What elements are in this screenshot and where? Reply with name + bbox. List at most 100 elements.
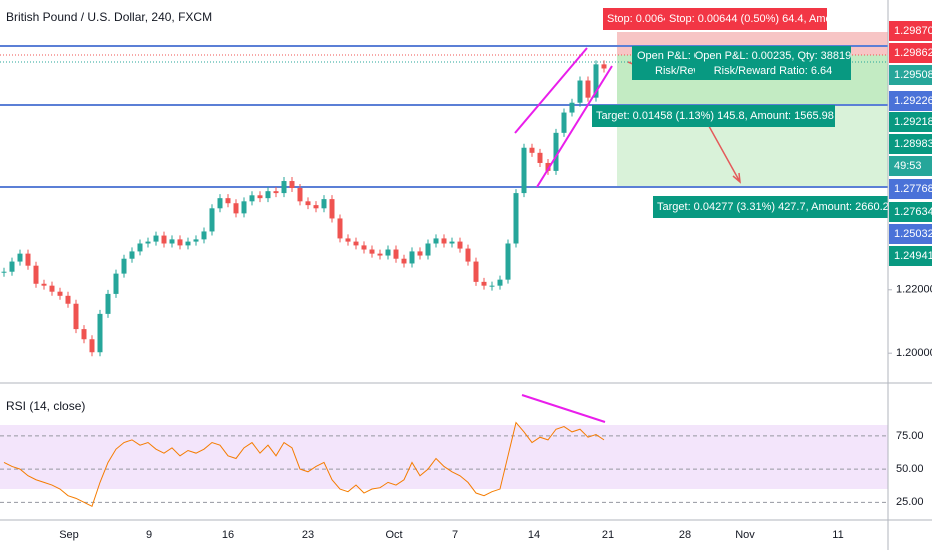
candle-body [337, 218, 343, 239]
price-badge-label: 1.29218 [894, 116, 932, 128]
rsi-band [0, 425, 888, 489]
candle-body [305, 201, 311, 206]
candle-body [89, 339, 95, 353]
target-label: Target: 0.01458 (1.13%) 145.8, Amount: 1… [596, 110, 834, 122]
price-badge [889, 21, 932, 41]
candle-body [353, 241, 359, 246]
candle-body [513, 193, 519, 244]
y2-tick-label: 50.00 [896, 463, 924, 475]
price-badge-label: 1.29226 [894, 95, 932, 107]
candle-body [465, 248, 471, 262]
x-tick-label: Oct [385, 529, 402, 541]
price-badge [889, 91, 932, 111]
price-badge-label: 49:53 [894, 160, 922, 172]
price-badge [889, 134, 932, 154]
candle-body [113, 273, 119, 294]
price-badge [889, 156, 932, 176]
candle-body [585, 80, 591, 98]
candle-body [417, 251, 423, 256]
candle-body [57, 291, 63, 296]
candle-body [265, 191, 271, 199]
candle-body [569, 102, 575, 113]
candle-body [529, 147, 535, 153]
candle-body [409, 251, 415, 264]
candle-body [161, 235, 167, 244]
price-badge [889, 112, 932, 132]
candle-body [129, 251, 135, 259]
y2-tick-label: 75.00 [896, 430, 924, 442]
candle-body [153, 235, 159, 242]
candle-body [49, 285, 55, 292]
candle-body [97, 313, 103, 353]
candle-body [145, 241, 151, 244]
candle-body [9, 261, 15, 272]
candle-body [361, 245, 367, 250]
candle-body [73, 303, 79, 330]
candle-body [297, 188, 303, 202]
target-box [653, 196, 888, 218]
price-badge-label: 1.24941 [894, 250, 932, 262]
candle-body [185, 241, 191, 246]
price-badge-label: 1.25032 [894, 228, 932, 240]
candle-body [169, 239, 175, 244]
candle-body [577, 80, 583, 103]
rsi-label: RSI (14, close) [6, 399, 85, 413]
chart-title: British Pound / U.S. Dollar, 240, FXCM [6, 10, 212, 24]
stop-box [603, 8, 665, 30]
x-tick-label: Sep [59, 529, 79, 541]
candle-body [489, 285, 495, 287]
rr-label: Risk/Rew [655, 65, 702, 77]
x-tick-label: Nov [735, 529, 755, 541]
candle-body [537, 152, 543, 163]
candle-body [233, 203, 239, 214]
trendline [536, 65, 613, 188]
price-badge [889, 246, 932, 266]
candle-body [17, 253, 23, 262]
candle-body [473, 261, 479, 282]
candle-body [81, 329, 87, 340]
candle-body [369, 249, 375, 254]
rr-label: Risk/Reward Ratio: 6.64 [714, 65, 833, 77]
price-badge [889, 202, 932, 222]
candle-body [425, 243, 431, 256]
price-badge [889, 65, 932, 85]
candle-body [593, 64, 599, 98]
x-tick-label: 28 [679, 529, 691, 541]
candle-body [505, 243, 511, 280]
price-badge-label: 1.29508 [894, 69, 932, 81]
candle-body [273, 191, 279, 194]
rsi-line [3, 421, 605, 508]
candle-body [393, 249, 399, 259]
candle-body [121, 258, 127, 274]
pnl-label: Open P&L: 0.00235, Qty: 38819 [695, 50, 852, 62]
candle-body [457, 241, 463, 249]
x-tick-label: 14 [528, 529, 540, 541]
x-tick-label: 9 [146, 529, 152, 541]
trendline [514, 47, 588, 134]
price-badge-label: 1.29862 [894, 47, 932, 59]
x-tick-label: 23 [302, 529, 314, 541]
candle-body [329, 199, 335, 219]
candle-body [449, 241, 455, 244]
candle-body [433, 238, 439, 244]
candle-body [193, 239, 199, 242]
target-box [592, 105, 835, 127]
x-tick-label: 21 [602, 529, 614, 541]
candle-body [201, 231, 207, 240]
price-badge [889, 179, 932, 199]
x-tick-label: 7 [452, 529, 458, 541]
price-badge-label: 1.29870 [894, 25, 932, 37]
candle-body [601, 64, 607, 69]
rsi-divergence [521, 394, 606, 423]
y-tick-label: 1.22000 [896, 284, 932, 296]
candle-body [521, 147, 527, 194]
price-badge [889, 224, 932, 244]
price-badge-label: 1.27634 [894, 206, 932, 218]
candle-body [377, 253, 383, 256]
target-label: Target: 0.04277 (3.31%) 427.7, Amount: 2… [657, 201, 895, 213]
candle-body [105, 293, 111, 314]
candle-body [209, 208, 215, 232]
candle-body [137, 243, 143, 252]
candle-body [25, 253, 31, 266]
